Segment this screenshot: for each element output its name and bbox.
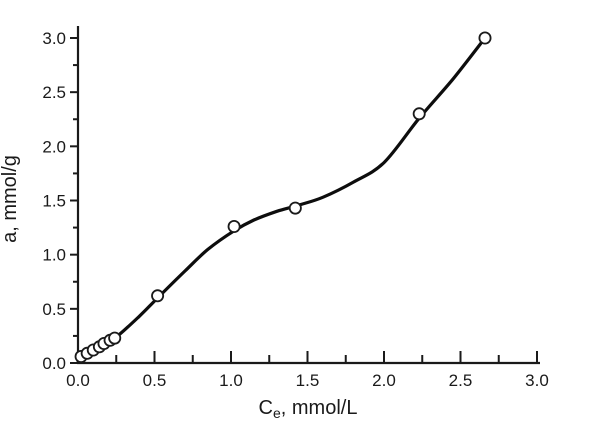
data-point xyxy=(412,107,426,121)
data-points xyxy=(74,31,492,363)
x-tick-label: 2.0 xyxy=(372,371,396,390)
x-tick-label: 3.0 xyxy=(525,371,549,390)
y-tick-label: 1.5 xyxy=(42,192,66,211)
x-tick-label: 2.5 xyxy=(449,371,473,390)
y-tick-label: 0.0 xyxy=(42,354,66,373)
data-point xyxy=(151,289,165,303)
axes xyxy=(76,26,540,365)
data-point xyxy=(478,31,492,45)
x-tick-label: 1.0 xyxy=(219,371,243,390)
y-tick-label: 0.5 xyxy=(42,300,66,319)
data-point xyxy=(108,331,122,345)
y-tick-label: 2.5 xyxy=(42,83,66,102)
data-point xyxy=(288,201,302,215)
x-axis-title: Ce, mmol/L xyxy=(259,397,358,421)
tick-labels: 0.0 0.5 1.0 1.5 2.0 2.5 3.0 0.0 0.5 1.0 1.5 2.0 2.5 3… xyxy=(42,29,548,390)
x-tick-label: 0.5 xyxy=(143,371,167,390)
y-tick-label: 2.0 xyxy=(42,137,66,156)
x-tick-label: 0.0 xyxy=(66,371,90,390)
y-tick-label: 1.0 xyxy=(42,246,66,265)
fitted-isotherm-curve xyxy=(76,36,487,363)
fit-curve xyxy=(76,36,487,363)
x-tick-label: 1.5 xyxy=(296,371,320,390)
y-axis-title: a, mmol/g xyxy=(0,155,21,243)
axis-ticks xyxy=(70,37,538,364)
data-point xyxy=(227,219,241,233)
y-tick-label: 3.0 xyxy=(42,29,66,48)
